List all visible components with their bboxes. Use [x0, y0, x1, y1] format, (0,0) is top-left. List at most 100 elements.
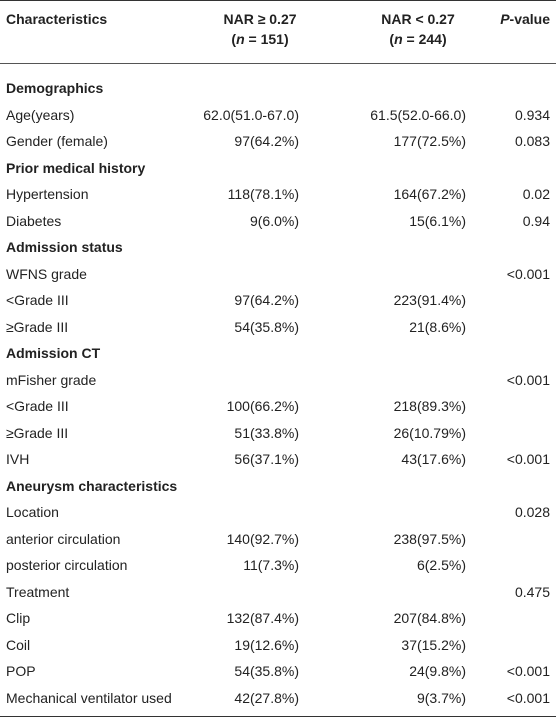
- row-label: <Grade III: [6, 292, 69, 308]
- table-row: posterior circulation 11(7.3%) 6(2.5%): [0, 552, 556, 579]
- cell-pvalue: 0.475: [514, 583, 550, 600]
- cell-nar-high: 132(87.4%): [226, 610, 299, 626]
- row-label: Age(years): [6, 106, 75, 123]
- section-row: Admission CT: [0, 340, 556, 367]
- cell-nar-low: 207(84.8%): [393, 610, 466, 626]
- cell-nar-low: 238(97.5%): [393, 530, 466, 547]
- cell-nar-high: 97(64.2%): [234, 133, 299, 149]
- row-label: Admission CT: [6, 345, 101, 361]
- table-row: WFNS grade <0.001: [0, 261, 556, 288]
- row-label: Location: [6, 504, 59, 520]
- cell-nar-high: 118(78.1%): [227, 186, 299, 202]
- header-group-low: NAR < 0.27 (n = 244): [368, 9, 468, 49]
- table-row: POP 54(35.8%) 24(9.8%) <0.001: [0, 658, 556, 685]
- row-label: mFisher grade: [6, 371, 97, 388]
- cell-nar-high: 62.0(51.0-67.0): [203, 106, 299, 123]
- cell-nar-high: 9(6.0%): [249, 212, 299, 229]
- cell-pvalue: <0.001: [506, 265, 550, 282]
- cell-nar-high: 51(33.8%): [234, 424, 299, 441]
- row-label: Diabetes: [6, 212, 62, 229]
- header-group-high-n-value: = 151): [244, 31, 289, 47]
- table-row: anterior circulation 140(92.7%) 238(97.5%): [0, 526, 556, 553]
- table-row: Mechanical ventilator used 42(27.8%) 9(3.7…: [0, 685, 556, 712]
- header-group-high: NAR ≥ 0.27 (n = 151): [210, 9, 310, 49]
- cell-nar-high: 140(92.7%): [226, 530, 299, 547]
- row-label: WFNS grade: [6, 265, 87, 282]
- cell-nar-high: 97(64.2%): [234, 292, 299, 308]
- cell-nar-low: 9(3.7%): [416, 689, 466, 706]
- cell-pvalue: <0.001: [506, 451, 550, 467]
- table-row: ≥Grade III 51(33.8%) 26(10.79%): [0, 420, 556, 447]
- cell-nar-low: 177(72.5%): [393, 133, 466, 149]
- cell-pvalue: 0.94: [522, 212, 550, 229]
- table-row: Hypertension 118(78.1%) 164(67.2%) 0.02: [0, 181, 556, 208]
- row-label: Clip: [6, 610, 31, 626]
- cell-pvalue: 0.02: [522, 186, 550, 202]
- cell-nar-low: 6(2.5%): [416, 557, 466, 573]
- header-group-high-n: (n = 151): [231, 31, 289, 47]
- cell-pvalue: <0.001: [506, 371, 550, 388]
- row-label: Demographics: [6, 80, 104, 96]
- cell-nar-low: 37(15.2%): [401, 636, 466, 653]
- cell-nar-high: 100(66.2%): [226, 398, 299, 414]
- header-group-low-n-label: n: [394, 31, 403, 47]
- cell-nar-low: 164(67.2%): [393, 186, 466, 202]
- table-row: Gender (female) 97(64.2%) 177(72.5%) 0.083: [0, 128, 556, 155]
- row-label: Coil: [6, 636, 31, 653]
- cell-nar-high: 19(12.6%): [234, 636, 299, 653]
- cell-nar-high: 54(35.8%): [234, 663, 299, 679]
- row-label: Prior medical history: [6, 159, 146, 176]
- table-row: mFisher grade <0.001: [0, 367, 556, 394]
- header-pvalue: P-value: [500, 9, 550, 29]
- header-group-low-title: NAR < 0.27: [381, 11, 455, 27]
- row-label: ≥Grade III: [6, 424, 69, 441]
- table-top-rule: [0, 0, 556, 1]
- cell-nar-high: 11(7.3%): [243, 557, 299, 573]
- table-row: <Grade III 97(64.2%) 223(91.4%): [0, 287, 556, 314]
- cell-nar-low: 61.5(52.0-66.0): [370, 106, 466, 123]
- cell-pvalue: <0.001: [506, 663, 550, 679]
- row-label: <Grade III: [6, 398, 69, 414]
- table-row: Clip 132(87.4%) 207(84.8%): [0, 605, 556, 632]
- table-row: Coil 19(12.6%) 37(15.2%): [0, 632, 556, 659]
- cell-pvalue: 0.934: [514, 106, 550, 123]
- table-row: Treatment 0.475: [0, 579, 556, 606]
- header-group-high-title: NAR ≥ 0.27: [223, 11, 297, 27]
- cell-nar-low: 223(91.4%): [393, 292, 466, 308]
- row-label: anterior circulation: [6, 530, 121, 547]
- header-group-low-n: (n = 244): [389, 31, 447, 47]
- cell-nar-low: 15(6.1%): [409, 212, 466, 229]
- row-label: Admission status: [6, 239, 123, 255]
- table-row: Location 0.028: [0, 499, 556, 526]
- row-label: IVH: [6, 451, 30, 467]
- section-row: Demographics: [0, 75, 556, 102]
- cell-pvalue: <0.001: [506, 689, 550, 706]
- row-label: POP: [6, 663, 36, 679]
- row-label: posterior circulation: [6, 557, 128, 573]
- cell-nar-low: 218(89.3%): [393, 398, 466, 414]
- header-bottom-rule: [0, 63, 556, 64]
- table-row: Age(years) 62.0(51.0-67.0) 61.5(52.0-66.0)…: [0, 102, 556, 129]
- table-bottom-rule: [0, 716, 556, 717]
- header-pvalue-p: P: [500, 11, 510, 27]
- cell-nar-low: 43(17.6%): [401, 451, 466, 467]
- row-label: Gender (female): [6, 133, 108, 149]
- row-label: Treatment: [6, 583, 70, 600]
- section-row: Prior medical history: [0, 155, 556, 182]
- header-pvalue-rest: -value: [509, 11, 550, 27]
- section-row: Admission status: [0, 234, 556, 261]
- cell-nar-low: 21(8.6%): [409, 318, 466, 335]
- header-characteristics: Characteristics: [6, 11, 108, 27]
- header-group-low-n-value: = 244): [402, 31, 447, 47]
- cell-nar-high: 42(27.8%): [234, 689, 299, 706]
- cell-nar-high: 54(35.8%): [234, 318, 299, 335]
- cell-nar-high: 56(37.1%): [234, 451, 299, 467]
- cell-nar-low: 24(9.8%): [409, 663, 466, 679]
- row-label: ≥Grade III: [6, 318, 69, 335]
- row-label: Mechanical ventilator used: [6, 689, 172, 706]
- row-label: Hypertension: [6, 186, 89, 202]
- header-group-high-n-label: n: [236, 31, 245, 47]
- table-row: Diabetes 9(6.0%) 15(6.1%) 0.94: [0, 208, 556, 235]
- row-label: Aneurysm characteristics: [6, 477, 178, 494]
- table-row: IVH 56(37.1%) 43(17.6%) <0.001: [0, 446, 556, 473]
